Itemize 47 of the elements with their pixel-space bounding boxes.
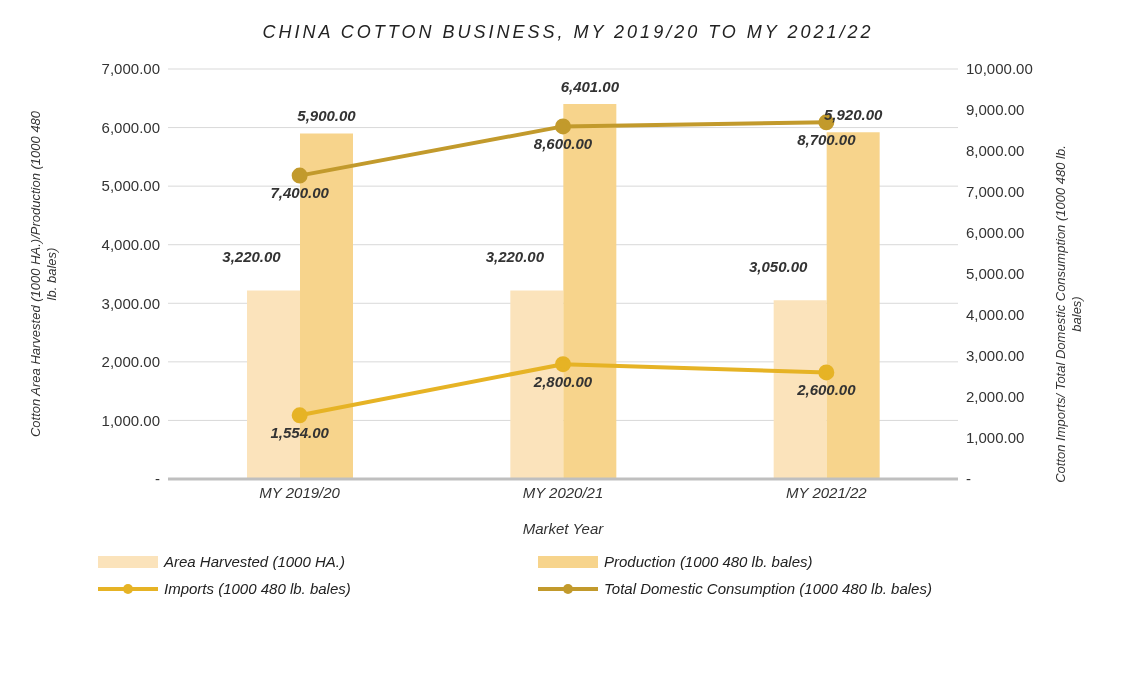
point [555,356,571,373]
y2-tick-label: 9,000.00 [966,101,1025,119]
data-label: 8,700.00 [797,130,857,148]
legend-label: Area Harvested (1000 HA.) [164,553,345,570]
y2-axis-title: Cotton Imports/ Total Domestic Consumption (1000 480 lb. bales) [1053,145,1084,483]
chart-title: CHINA COTTON BUSINESS, MY 2019/20 TO MY 2021/22 [261,21,875,44]
y-tick-label: 7,000.00 [101,60,160,78]
y-tick-label: 1,000.00 [101,411,160,429]
legend-label: Total Domestic Consumption (1000 480 lb. bales) [604,580,932,597]
data-label: 5,920.00 [823,106,884,124]
y2-tick-label: 7,000.00 [966,183,1025,201]
point [291,167,308,184]
y2-tick-label: 1,000.00 [966,429,1025,447]
x-axis-title: Market Year [522,520,605,537]
y2-tick-label: - [966,470,971,488]
data-label: 3,220.00 [485,248,545,266]
data-label: 1,554.00 [270,423,330,441]
y2-tick-label: 3,000.00 [966,347,1025,365]
point [291,407,308,424]
y2-tick-label: 5,000.00 [966,265,1025,283]
x-tick-label: MY 2020/21 [522,483,604,501]
data-label: 2,800.00 [532,372,593,390]
legend-label: Imports (1000 480 lb. bales) [164,580,351,597]
data-label: 8,600.00 [533,135,593,153]
legend-label: Production (1000 480 lb. bales) [604,553,813,570]
y2-tick-label: 10,000.00 [966,60,1033,78]
data-label: 3,220.00 [222,248,282,266]
data-label: 3,050.00 [748,258,809,276]
y-tick-label: 5,000.00 [101,177,160,195]
x-tick-label: MY 2021/22 [786,483,868,501]
y2-tick-label: 2,000.00 [966,388,1025,406]
y2-tick-label: 8,000.00 [966,142,1025,160]
point [555,118,571,135]
y-tick-label: 4,000.00 [101,236,160,254]
data-label: 5,900.00 [297,107,357,125]
x-tick-label: MY 2019/20 [259,483,341,501]
y-axis-title: Cotton Area Harvested (1000 HA.)/Production (1000 480 lb. bales) [28,110,59,438]
y-tick-label: 6,000.00 [101,118,160,136]
data-label: 6,401.00 [560,78,620,96]
data-label: 7,400.00 [270,184,330,202]
data-label: 2,600.00 [796,381,857,399]
y2-tick-label: 6,000.00 [966,224,1025,242]
y-tick-label: - [155,470,160,488]
y2-tick-label: 4,000.00 [966,306,1025,324]
y-tick-label: 3,000.00 [101,294,160,312]
y-tick-label: 2,000.00 [101,353,160,371]
point [818,364,835,381]
